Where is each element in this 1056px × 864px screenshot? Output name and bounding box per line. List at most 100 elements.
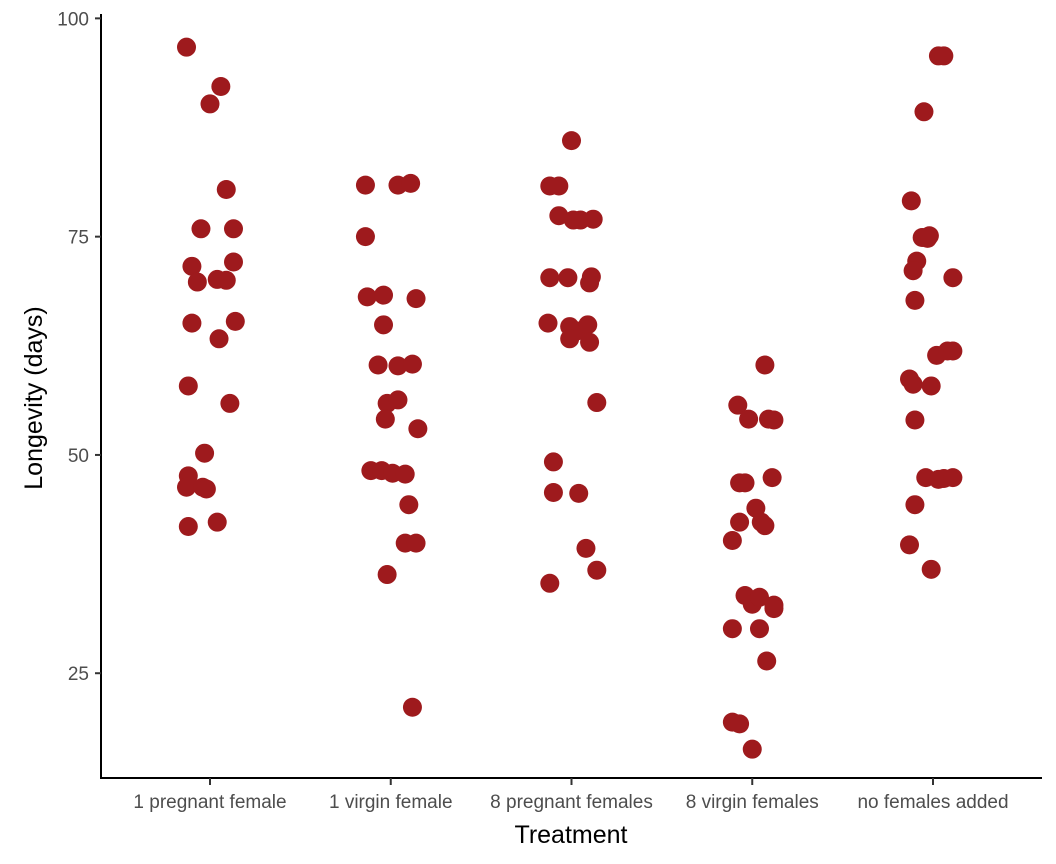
data-point	[735, 473, 755, 493]
x-tick-label: no females added	[857, 792, 1008, 813]
data-point	[196, 479, 216, 499]
data-point	[355, 227, 375, 247]
data-point	[406, 533, 426, 553]
data-point	[178, 376, 198, 396]
data-point	[216, 270, 236, 290]
data-point	[375, 409, 395, 429]
x-tick-label: 1 virgin female	[329, 792, 453, 813]
data-point	[402, 354, 422, 374]
data-point	[560, 329, 580, 349]
data-point	[742, 739, 762, 759]
data-point	[368, 355, 388, 375]
data-point	[749, 587, 769, 607]
data-point	[569, 483, 589, 503]
data-point	[377, 565, 397, 585]
data-point	[549, 206, 569, 226]
data-point	[223, 252, 243, 272]
y-tick-label: 25	[68, 664, 89, 685]
data-point	[388, 356, 408, 376]
data-point	[764, 410, 784, 430]
data-point	[762, 468, 782, 488]
y-tick-label: 50	[68, 446, 89, 467]
data-point	[211, 76, 231, 96]
data-point	[399, 495, 419, 515]
data-point	[540, 268, 560, 288]
data-point	[905, 290, 925, 310]
data-point	[921, 559, 941, 579]
data-point	[187, 272, 207, 292]
data-point	[900, 535, 920, 555]
data-point	[216, 180, 236, 200]
data-point	[178, 517, 198, 537]
data-point	[543, 452, 563, 472]
data-point	[374, 315, 394, 335]
data-point	[408, 419, 428, 439]
data-point	[395, 464, 415, 484]
data-point	[540, 573, 560, 593]
data-point	[207, 512, 227, 532]
x-axis-ticks: 1 pregnant female 1 virgin female 8 pregna…	[133, 778, 1009, 813]
data-point	[722, 619, 742, 639]
data-point	[764, 599, 784, 619]
x-tick-label: 8 virgin females	[686, 792, 819, 813]
y-tick-label: 75	[68, 228, 89, 249]
data-point	[722, 531, 742, 551]
y-axis-ticks: 25 50 75 100	[57, 9, 101, 685]
data-point	[587, 560, 607, 580]
data-point	[576, 538, 596, 558]
data-point	[549, 176, 569, 196]
data-point	[943, 468, 963, 488]
data-point	[225, 311, 245, 331]
data-point	[943, 268, 963, 288]
data-point	[583, 209, 603, 229]
data-point	[209, 329, 229, 349]
data-point	[195, 443, 215, 463]
data-point	[728, 395, 748, 415]
data-point	[905, 410, 925, 430]
data-point	[905, 495, 925, 515]
data-point	[730, 714, 750, 734]
data-point	[901, 191, 921, 211]
data-point	[943, 341, 963, 361]
data-point	[730, 512, 750, 532]
data-point	[755, 516, 775, 536]
data-point	[374, 285, 394, 305]
points-layer	[177, 37, 963, 759]
data-point	[749, 619, 769, 639]
data-point	[903, 374, 923, 394]
data-point	[587, 393, 607, 413]
data-point	[355, 175, 375, 195]
data-point	[739, 409, 759, 429]
data-point	[182, 256, 202, 276]
data-point	[223, 219, 243, 239]
data-point	[580, 332, 600, 352]
data-point	[538, 313, 558, 333]
data-point	[757, 651, 777, 671]
data-point	[921, 376, 941, 396]
data-point	[562, 131, 581, 151]
data-point	[388, 390, 408, 410]
x-tick-label: 8 pregnant females	[490, 792, 653, 813]
y-tick-label: 100	[57, 9, 89, 30]
x-tick-label: 1 pregnant female	[133, 792, 286, 813]
data-point	[934, 46, 954, 66]
data-point	[220, 393, 240, 413]
x-axis-title: Treatment	[514, 821, 627, 849]
data-point	[177, 37, 197, 57]
data-point	[200, 94, 220, 114]
data-point	[177, 477, 197, 497]
data-point	[578, 315, 598, 335]
data-point	[402, 697, 422, 717]
data-point	[914, 102, 934, 122]
data-point	[401, 173, 421, 193]
data-point	[357, 287, 377, 307]
data-point	[919, 226, 939, 246]
data-point	[903, 261, 923, 281]
data-point	[543, 482, 563, 502]
data-point	[182, 313, 202, 333]
data-point	[558, 268, 578, 288]
data-point	[581, 267, 601, 287]
data-point	[755, 355, 775, 375]
data-point	[191, 219, 211, 239]
